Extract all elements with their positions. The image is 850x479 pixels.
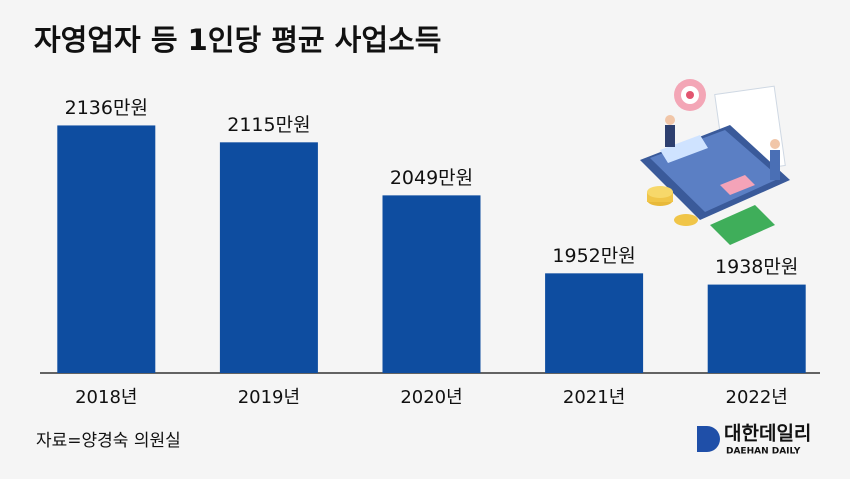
value-label: 2049만원	[390, 167, 473, 189]
logo-name: 대한데일리	[724, 423, 811, 445]
x-tick-label: 2018년	[75, 387, 137, 408]
chart-title: 자영업자 등 1인당 평균 사업소득	[34, 23, 441, 57]
bar	[57, 125, 156, 373]
x-tick-label: 2020년	[400, 387, 462, 408]
logo: 대한데일리 DAEHAN DAILY	[697, 423, 811, 457]
value-label: 1938만원	[715, 256, 798, 278]
x-tick-label: 2022년	[726, 387, 788, 408]
logo-icon	[697, 426, 720, 452]
value-label: 2136만원	[65, 97, 148, 119]
x-tick-label: 2021년	[563, 387, 625, 408]
value-label: 2115만원	[227, 114, 310, 136]
source: 자료=양경숙 의원실	[36, 431, 181, 451]
bar	[219, 142, 318, 373]
bar	[382, 195, 481, 373]
illustration	[640, 79, 790, 245]
bar	[707, 284, 806, 373]
x-tick-label: 2019년	[238, 387, 300, 408]
bar	[545, 273, 644, 373]
logo-subtitle: DAEHAN DAILY	[726, 447, 801, 457]
value-label: 1952만원	[552, 245, 635, 267]
